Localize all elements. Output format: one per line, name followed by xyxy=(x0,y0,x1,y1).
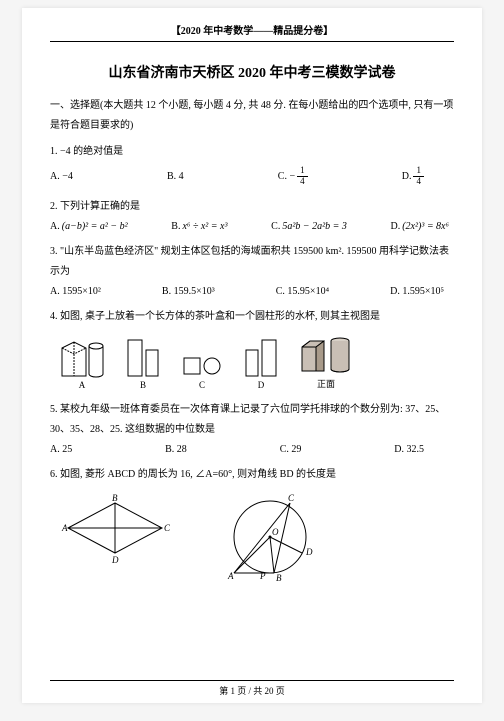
q5-option-c: C. 29 xyxy=(280,444,302,455)
q2-option-d: D. (2x²)³ = 8x⁶ xyxy=(390,221,449,232)
svg-text:O: O xyxy=(272,527,279,537)
q3-option-d: D. 1.595×10⁵ xyxy=(390,286,444,297)
q2a-expr: (a−b)² = a² − b² xyxy=(62,221,128,232)
circle-diagram-icon: C D O A P B xyxy=(220,493,320,581)
svg-text:C: C xyxy=(288,493,295,503)
q3-option-b: B. 159.5×10³ xyxy=(162,286,215,297)
q1c-prefix: C. − xyxy=(278,171,295,182)
q1d-prefix: D. xyxy=(402,171,412,182)
question-4-figures: A B C D xyxy=(60,333,454,390)
q4-label-c: C xyxy=(182,380,222,390)
q4-figure-a: A xyxy=(60,336,104,390)
svg-text:D: D xyxy=(305,547,313,557)
fraction-icon: 1 4 xyxy=(297,166,308,187)
question-2-options: A. (a−b)² = a² − b² B. x⁶ ÷ x² = x³ C. 5… xyxy=(50,221,454,232)
q2-option-b: B. x⁶ ÷ x² = x³ xyxy=(171,221,227,232)
q2-option-c: C. 5a²b − 2a²b = 3 xyxy=(271,221,347,232)
q2c-label: C. xyxy=(271,221,280,232)
q4-figure-reference: 正面 xyxy=(300,333,352,390)
footer-rule xyxy=(50,680,454,681)
question-6: 6. 如图, 菱形 ABCD 的周长为 16, ∠A=60°, 则对角线 BD … xyxy=(50,465,454,485)
svg-text:D: D xyxy=(111,555,119,563)
q3-option-a: A. 1595×10² xyxy=(50,286,101,297)
q1-option-b: B. 4 xyxy=(167,166,184,187)
question-1-options: A. −4 B. 4 C. − 1 4 D. 1 4 xyxy=(50,166,454,187)
q2a-label: A. xyxy=(50,221,60,232)
q2d-expr: (2x²)³ = 8x⁶ xyxy=(402,221,449,232)
q2b-label: B. xyxy=(171,221,180,232)
question-3: 3. "山东半岛蓝色经济区" 规划主体区包括的海域面积共 159500 km².… xyxy=(50,242,454,282)
svg-text:C: C xyxy=(164,523,170,533)
question-5-options: A. 25 B. 28 C. 29 D. 32.5 xyxy=(50,444,454,455)
svg-text:B: B xyxy=(112,493,118,503)
svg-text:A: A xyxy=(61,523,68,533)
q4-figure-d: D xyxy=(244,336,278,390)
q1-option-a: A. −4 xyxy=(50,166,73,187)
q5-option-d: D. 32.5 xyxy=(394,444,424,455)
q3-option-c: C. 15.95×10⁴ xyxy=(276,286,329,297)
q1-option-c: C. − 1 4 xyxy=(278,166,308,187)
question-1: 1. −4 的绝对值是 xyxy=(50,142,454,162)
page-number: 第 1 页 / 共 20 页 xyxy=(219,686,285,696)
q1-option-d: D. 1 4 xyxy=(402,166,424,187)
question-5: 5. 某校九年级一班体育委员在一次体育课上记录了六位同学托排球的个数分别为: 3… xyxy=(50,400,454,440)
header-rule xyxy=(50,41,454,42)
shaded-solids-icon xyxy=(300,333,352,375)
svg-text:B: B xyxy=(276,573,282,581)
rects-d-icon xyxy=(244,336,278,378)
exam-page: 【2020 年中考数学——精品提分卷】 山东省济南市天桥区 2020 年中考三模… xyxy=(22,8,482,703)
cuboid-cylinder-icon xyxy=(60,336,104,378)
q4-label-d: D xyxy=(244,380,278,390)
q2-option-a: A. (a−b)² = a² − b² xyxy=(50,221,128,232)
q1d-den: 4 xyxy=(413,177,424,187)
q4-label-a: A xyxy=(60,380,104,390)
section-1-instructions: 一、选择题(本大题共 12 个小题, 每小题 4 分, 共 48 分. 在每小题… xyxy=(50,96,454,136)
svg-text:A: A xyxy=(227,571,234,581)
q4-label-front: 正面 xyxy=(300,377,352,390)
question-6-diagrams: A B C D C D O A P B xyxy=(60,493,454,581)
rhombus-diagram-icon: A B C D xyxy=(60,493,170,563)
q2d-label: D. xyxy=(390,221,400,232)
question-3-options: A. 1595×10² B. 159.5×10³ C. 15.95×10⁴ D.… xyxy=(50,286,454,297)
exam-title: 山东省济南市天桥区 2020 年中考三模数学试卷 xyxy=(50,62,454,82)
q5-option-b: B. 28 xyxy=(165,444,187,455)
question-2: 2. 下列计算正确的是 xyxy=(50,197,454,217)
fraction-icon: 1 4 xyxy=(413,166,424,187)
rects-b-icon xyxy=(126,336,160,378)
q5-option-a: A. 25 xyxy=(50,444,72,455)
square-circle-icon xyxy=(182,336,222,378)
q2b-expr: x⁶ ÷ x² = x³ xyxy=(182,221,227,232)
q1c-den: 4 xyxy=(297,177,308,187)
q4-figure-b: B xyxy=(126,336,160,390)
svg-text:P: P xyxy=(259,571,266,581)
q2c-expr: 5a²b − 2a²b = 3 xyxy=(282,221,347,232)
q4-figure-c: C xyxy=(182,336,222,390)
question-4: 4. 如图, 桌子上放着一个长方体的茶叶盒和一个圆柱形的水杯, 则其主视图是 xyxy=(50,307,454,327)
page-header: 【2020 年中考数学——精品提分卷】 xyxy=(50,22,454,37)
page-footer: 第 1 页 / 共 20 页 xyxy=(22,680,482,697)
q4-label-b: B xyxy=(126,380,160,390)
